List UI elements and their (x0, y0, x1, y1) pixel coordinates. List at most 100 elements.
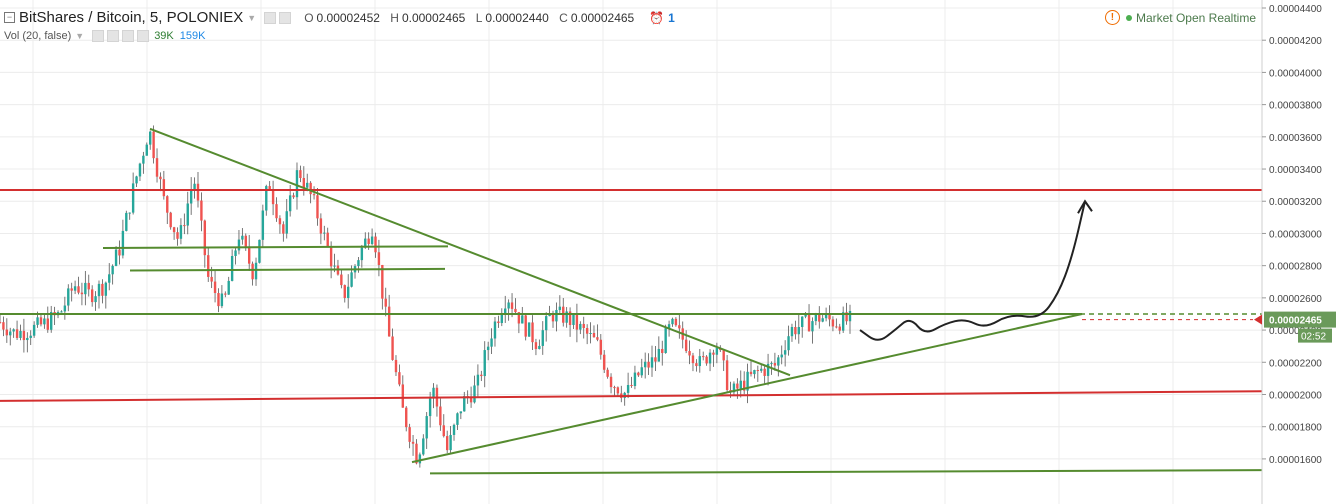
candle-body (166, 196, 169, 213)
candle-body (425, 416, 428, 439)
candle-body (108, 274, 111, 283)
candle-body (650, 357, 654, 368)
ohlc-open-value: 0.00002452 (316, 10, 380, 25)
settings-icon[interactable] (264, 11, 277, 24)
warning-icon[interactable]: ! (1104, 10, 1120, 25)
candle-body (722, 350, 725, 361)
candle-body (521, 315, 524, 324)
candle-body (814, 314, 818, 322)
candle-body (271, 190, 275, 205)
candle-body (261, 210, 265, 240)
candle-body (527, 322, 531, 337)
candle-body (247, 246, 251, 264)
candle-body (739, 380, 742, 389)
candle-body (70, 288, 73, 291)
gear-icon[interactable] (279, 11, 292, 24)
chevron-down-icon[interactable]: ▼ (247, 12, 257, 23)
candle-body (504, 308, 507, 315)
candle-body (32, 324, 36, 336)
candle-body (510, 302, 514, 309)
drawn-lines (0, 127, 1263, 475)
candle-body (630, 384, 633, 387)
candle-body (524, 315, 527, 337)
alarm-clock-icon[interactable]: ⏰ (649, 10, 665, 25)
candle-body (497, 321, 500, 324)
candle-body (794, 327, 797, 335)
candle-body (705, 356, 708, 364)
candle-body (46, 318, 49, 330)
candle-body (637, 372, 640, 376)
candle-body (196, 183, 200, 201)
candle-body (84, 282, 87, 295)
candle-body (172, 227, 176, 233)
candle-body (664, 328, 667, 354)
candle-body (77, 286, 80, 293)
candle-body (302, 178, 306, 188)
candle-body (456, 413, 459, 425)
candle-body (309, 182, 312, 195)
candle-body (343, 285, 346, 298)
eye-icon[interactable] (92, 30, 105, 42)
gear-icon[interactable] (107, 30, 120, 42)
candle-body (763, 368, 766, 376)
volume-label[interactable]: Vol (20, false) (4, 30, 72, 42)
plus-icon[interactable] (122, 30, 135, 42)
candle-body (384, 298, 387, 307)
candle-body (125, 212, 128, 231)
candle-body (357, 260, 360, 267)
candle-body (702, 356, 705, 358)
candle-body (63, 305, 67, 312)
candle-body (374, 236, 377, 253)
candle-body (674, 318, 678, 326)
candle-body (790, 327, 794, 337)
candle-body (684, 339, 688, 352)
candle-body (712, 352, 715, 355)
candle-body (224, 293, 227, 295)
candle-body (797, 327, 800, 335)
candle-body (746, 371, 749, 391)
candle-body (493, 321, 497, 339)
candle-body (582, 323, 585, 328)
candle-body (258, 239, 261, 263)
candle-body (603, 354, 606, 370)
collapse-icon[interactable]: − (4, 12, 15, 23)
candle-body (210, 276, 213, 282)
candle-body (749, 371, 753, 375)
countdown-box (1298, 328, 1332, 343)
candle-body (360, 247, 364, 261)
candle-body (401, 384, 405, 408)
candle-body (227, 280, 230, 295)
candle-body (241, 235, 244, 240)
ohlc-open-key: O (304, 10, 314, 25)
candle-body (94, 296, 97, 303)
chevron-down-icon[interactable]: ▼ (75, 31, 85, 41)
last-price-arrow-icon (1254, 314, 1262, 325)
alert-count[interactable]: 1 (668, 10, 675, 25)
candle-body (787, 336, 790, 351)
candle-body (548, 314, 551, 317)
candle-body (0, 322, 2, 324)
candle-body (111, 265, 114, 275)
symbol-title[interactable]: BitShares / Bitcoin, 5, POLONIEX (19, 9, 244, 26)
candle-body (835, 326, 838, 328)
candlesticks (0, 125, 852, 468)
candle-body (442, 425, 445, 437)
candle-body (135, 176, 138, 184)
volume-value: 39K (154, 30, 174, 42)
candle-body (220, 293, 224, 307)
close-icon[interactable] (137, 30, 150, 42)
candle-body (329, 246, 333, 267)
candle-body (742, 380, 746, 391)
uptrend (411, 312, 1083, 464)
candle-body (183, 225, 186, 227)
range-top (102, 245, 449, 249)
candle-body (445, 436, 449, 451)
axis-tick-label: 0.00002800 (1269, 262, 1322, 273)
candle-body (534, 342, 538, 350)
candle-body (104, 282, 108, 296)
candle-body (73, 286, 77, 291)
axis-tick-label: 0.00004000 (1269, 68, 1322, 79)
candle-body (609, 376, 613, 388)
candle-body (736, 383, 739, 389)
